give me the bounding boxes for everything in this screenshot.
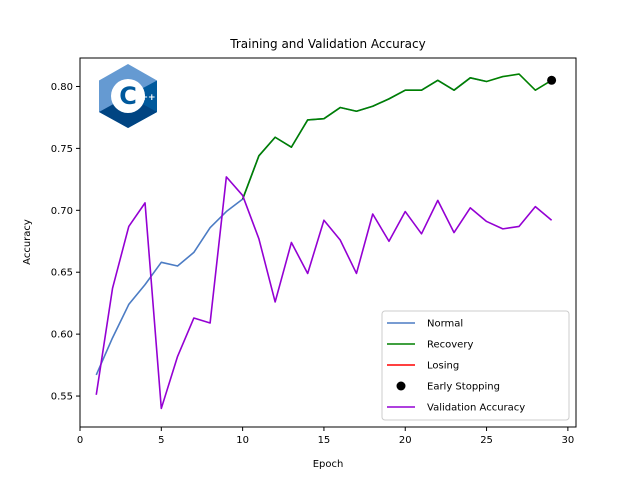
x-tick-label: 25: [480, 435, 493, 446]
logo-plus: ++: [140, 93, 155, 103]
x-tick-label: 5: [158, 435, 164, 446]
legend-marker-early-stopping: [396, 381, 406, 391]
plot-area: [79, 57, 577, 428]
x-axis: 0 5 10 15 20 25 30: [77, 427, 574, 446]
early-stopping-point: [547, 75, 557, 85]
y-tick-label: 0.65: [51, 268, 73, 279]
x-tick-label: 20: [399, 435, 412, 446]
chart-title: Training and Validation Accuracy: [229, 37, 425, 51]
legend-label-validation-accuracy: Validation Accuracy: [427, 403, 525, 414]
y-axis-label: Accuracy: [22, 219, 33, 265]
recovery-line: [241, 73, 553, 200]
legend-label-early-stopping: Early Stopping: [427, 382, 500, 393]
validation-accuracy-line: [95, 176, 553, 410]
x-tick-label: 30: [562, 435, 575, 446]
legend-label-normal: Normal: [427, 319, 463, 330]
plot-frame: [79, 57, 577, 428]
y-tick-label: 0.80: [51, 82, 73, 93]
legend-label-losing: Losing: [427, 361, 459, 372]
x-tick-label: 10: [236, 435, 249, 446]
y-tick-label: 0.70: [51, 206, 73, 217]
series-layer: [95, 73, 557, 410]
legend-label-recovery: Recovery: [427, 340, 473, 351]
x-axis-label: Epoch: [313, 459, 344, 470]
legend: Normal Recovery Losing Early Stopping Valida…: [381, 310, 570, 421]
cpp-logo: C ++: [99, 64, 157, 128]
legend-box: [381, 310, 570, 421]
y-tick-label: 0.75: [51, 144, 73, 155]
y-tick-label: 0.60: [51, 330, 73, 341]
x-tick-label: 0: [77, 435, 83, 446]
y-tick-label: 0.55: [51, 392, 73, 403]
x-tick-label: 15: [318, 435, 331, 446]
logo-letter: C: [119, 82, 137, 110]
logo-inner-circle: [111, 79, 145, 113]
y-axis: 0.55 0.60 0.65 0.70 0.75 0.80: [51, 82, 80, 403]
